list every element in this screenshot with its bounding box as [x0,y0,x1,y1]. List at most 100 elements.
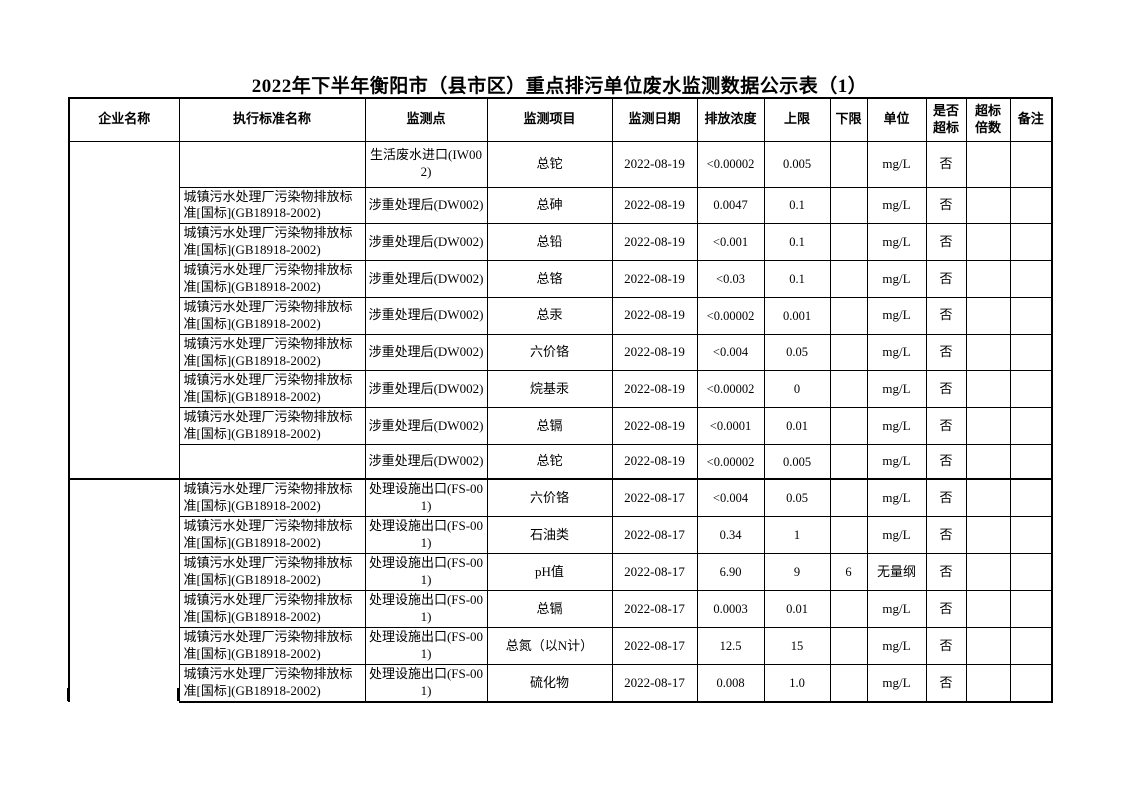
discharge-concentration-cell: 0.34 [696,516,765,555]
discharge-concentration-cell: 0.0047 [696,186,765,225]
monitoring-point-cell: 处理设施出口(FS-001) [364,478,488,518]
column-header-point: 监测点 [364,97,488,142]
unit-cell: mg/L [866,443,927,480]
table-row: 城镇污水处理厂污染物排放标准[国标](GB18918-2002) 处理设施出口(F… [69,664,1053,704]
monitoring-date-cell: 2022-08-17 [611,516,698,555]
exceed-multiple-cell [965,140,1011,188]
monitoring-item-cell: 总铊 [486,443,613,480]
column-header-upper: 上限 [763,97,831,142]
standard-name-cell: 城镇污水处理厂污染物排放标准[国标](GB18918-2002) [178,223,366,262]
exceed-standard-cell: 否 [925,443,967,480]
monitoring-item-cell: 总铊 [486,140,613,188]
monitoring-item-cell: 总铬 [486,260,613,298]
discharge-concentration-cell: <0.00002 [696,370,765,409]
remark-cell [1009,407,1053,445]
monitoring-date-cell: 2022-08-17 [611,478,698,518]
page-title: 2022年下半年衡阳市（县市区）重点排污单位废水监测数据公示表（1） [251,76,868,97]
column-header-multiple: 超标倍数 [965,97,1011,142]
remark-cell [1009,333,1053,372]
exceed-multiple-cell [965,370,1011,409]
column-header-note: 备注 [1009,97,1053,142]
exceed-multiple-cell [965,590,1011,629]
discharge-concentration-cell: 12.5 [696,627,765,666]
unit-cell: mg/L [866,223,927,262]
monitoring-point-cell: 涉重处理后(DW002) [364,186,488,225]
table-row: 城镇污水处理厂污染物排放标准[国标](GB18918-2002) 涉重处理后(DW… [69,370,1053,409]
discharge-concentration-cell: <0.00002 [696,443,765,480]
column-header-date: 监测日期 [611,97,698,142]
monitoring-date-cell: 2022-08-17 [611,664,698,704]
monitoring-date-cell: 2022-08-17 [611,553,698,592]
exceed-standard-cell: 否 [925,553,967,592]
table-row: 城镇污水处理厂污染物排放标准[国标](GB18918-2002) 涉重处理后(DW… [69,186,1053,225]
monitoring-item-cell: 总砷 [486,186,613,225]
lower-limit-cell [829,407,868,445]
monitoring-point-cell: 涉重处理后(DW002) [364,443,488,480]
lower-limit-cell [829,627,868,666]
standard-name-cell [178,140,366,188]
monitoring-item-cell: 烷基汞 [486,370,613,409]
column-header-lower: 下限 [829,97,868,142]
standard-name-cell: 城镇污水处理厂污染物排放标准[国标](GB18918-2002) [178,553,366,592]
exceed-multiple-cell [965,516,1011,555]
exceed-standard-cell: 否 [925,260,967,298]
monitoring-date-cell: 2022-08-19 [611,370,698,409]
lower-limit-cell [829,478,868,518]
monitoring-item-cell: 总镉 [486,407,613,445]
header-row: 企业名称 执行标准名称 监测点 监测项目 监测日期 排放浓度 上限 下限 单位 是否超标 超标倍数备… [68,97,1053,142]
remark-cell [1009,260,1053,298]
table-row: 城镇污水处理厂污染物排放标准[国标](GB18918-2002) 涉重处理后(DW… [69,333,1053,372]
exceed-multiple-cell [965,664,1011,704]
monitoring-point-cell: 涉重处理后(DW002) [364,296,488,335]
monitoring-date-cell: 2022-08-19 [611,296,698,335]
monitoring-date-cell: 2022-08-19 [611,223,698,262]
unit-cell: 无量纲 [866,553,927,592]
exceed-standard-cell: 否 [925,140,967,188]
lower-limit-cell [829,333,868,372]
upper-limit-cell: 15 [763,627,831,666]
column-header-unit: 单位 [866,97,927,142]
company-name-cell [68,140,180,480]
upper-limit-cell: 1 [763,516,831,555]
standard-name-cell: 城镇污水处理厂污染物排放标准[国标](GB18918-2002) [178,516,366,555]
monitoring-item-cell: 总汞 [486,296,613,335]
unit-cell: mg/L [866,516,927,555]
exceed-standard-cell: 否 [925,664,967,704]
unit-cell: mg/L [866,370,927,409]
remark-cell [1009,186,1053,225]
monitoring-date-cell: 2022-08-19 [611,260,698,298]
standard-name-cell: 城镇污水处理厂污染物排放标准[国标](GB18918-2002) [178,333,366,372]
exceed-multiple-cell [965,223,1011,262]
lower-limit-cell [829,443,868,480]
unit-cell: mg/L [866,407,927,445]
unit-cell: mg/L [866,478,927,518]
upper-limit-cell: 0.005 [763,443,831,480]
monitoring-date-cell: 2022-08-17 [611,590,698,629]
standard-name-cell: 城镇污水处理厂污染物排放标准[国标](GB18918-2002) [178,590,366,629]
upper-limit-cell: 0.01 [763,407,831,445]
monitoring-item-cell: 硫化物 [486,664,613,704]
monitoring-date-cell: 2022-08-19 [611,333,698,372]
lower-limit-cell [829,186,868,225]
table-left-border-stub [67,688,69,701]
standard-name-cell: 城镇污水处理厂污染物排放标准[国标](GB18918-2002) [178,186,366,225]
unit-cell: mg/L [866,186,927,225]
table-row: 城镇污水处理厂污染物排放标准[国标](GB18918-2002) 处理设施出口(F… [69,516,1053,555]
monitoring-point-cell: 处理设施出口(FS-001) [364,664,488,704]
monitoring-item-cell: 总铅 [486,223,613,262]
monitoring-point-cell: 涉重处理后(DW002) [364,370,488,409]
discharge-concentration-cell: <0.0001 [696,407,765,445]
monitoring-point-cell: 涉重处理后(DW002) [364,260,488,298]
monitoring-point-cell: 处理设施出口(FS-001) [364,590,488,629]
monitoring-point-cell: 处理设施出口(FS-001) [364,516,488,555]
discharge-concentration-cell: 0.008 [696,664,765,704]
monitoring-date-cell: 2022-08-19 [611,140,698,188]
discharge-concentration-cell: 0.0003 [696,590,765,629]
monitoring-data-table: 企业名称 执行标准名称 监测点 监测项目 监测日期 排放浓度 上限 下限 单位 是否超标 超标倍数备… [68,97,1053,704]
upper-limit-cell: 0.01 [763,590,831,629]
lower-limit-cell [829,260,868,298]
lower-limit-cell [829,516,868,555]
monitoring-date-cell: 2022-08-19 [611,443,698,480]
standard-name-cell: 城镇污水处理厂污染物排放标准[国标](GB18918-2002) [178,407,366,445]
